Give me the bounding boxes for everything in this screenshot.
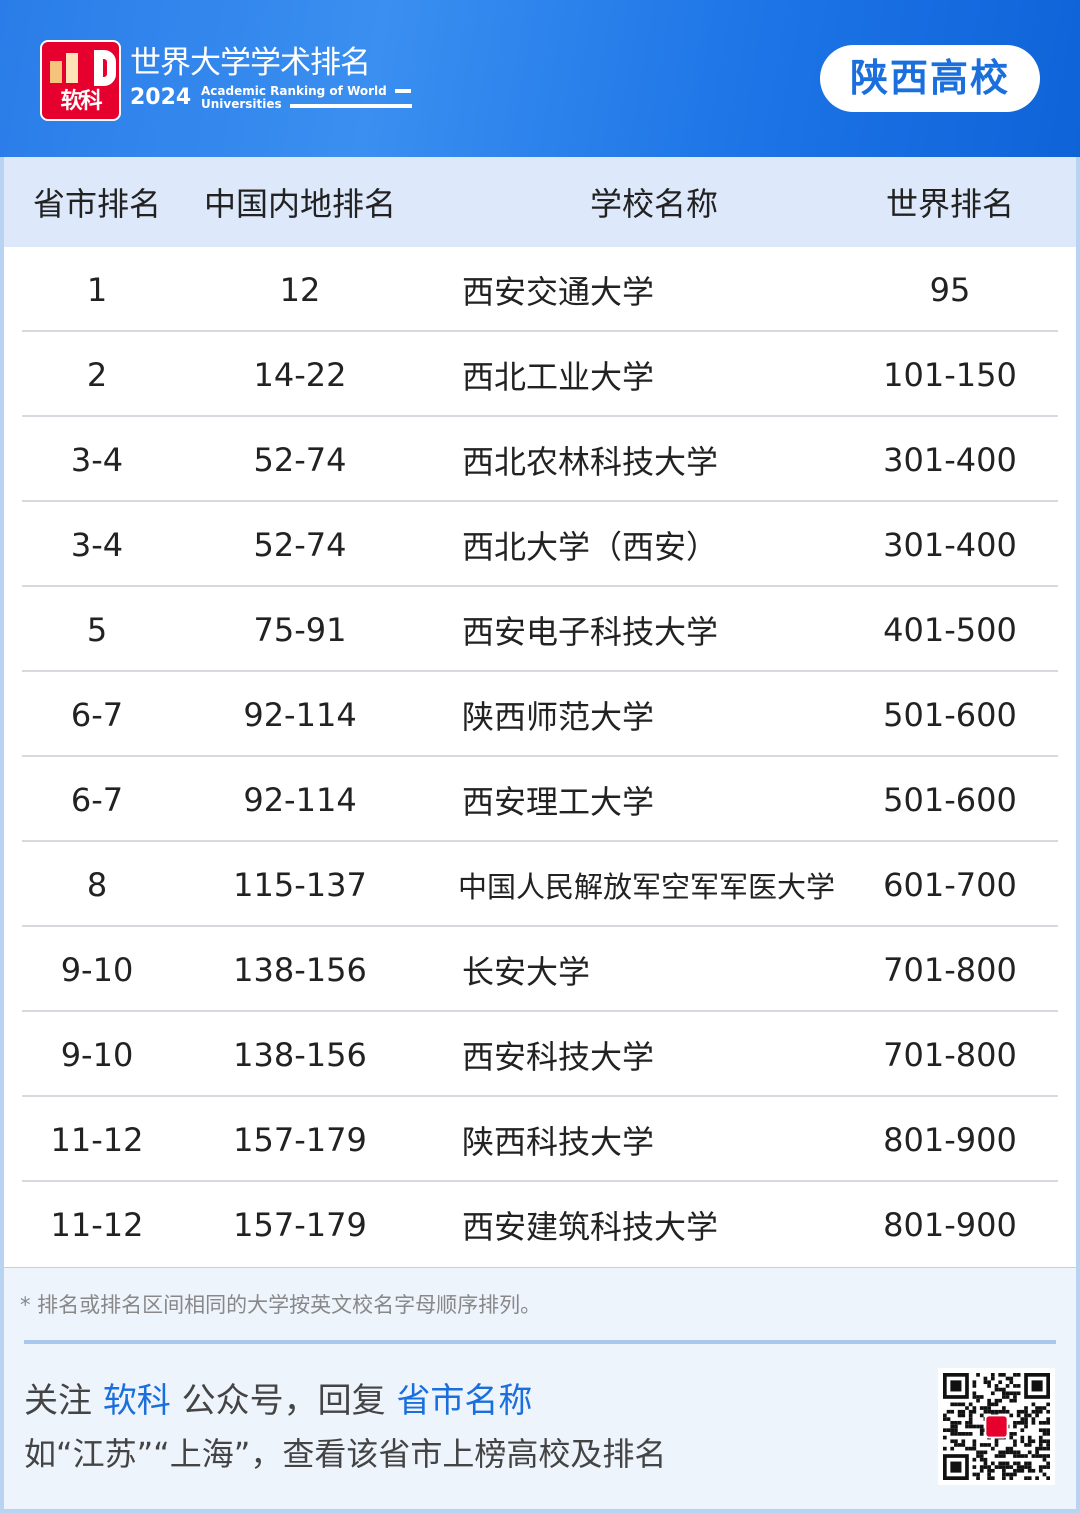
world-rank: 95: [929, 270, 971, 309]
university-name: 陕西科技大学: [462, 1122, 655, 1161]
mainland-rank: 92-114: [243, 695, 357, 734]
column-header: 中国内地排名: [203, 185, 396, 223]
mainland-rank: 157-179: [233, 1205, 367, 1244]
mainland-rank: 75-91: [253, 610, 347, 649]
university-name: 西北工业大学: [462, 357, 655, 396]
table-row: 2 14-22 西北工业大学 101-150: [4, 332, 1076, 417]
province-rank: 6-7: [70, 695, 124, 734]
province-rank: 2: [86, 355, 108, 394]
brand-name: 软科: [102, 1381, 171, 1421]
logo-text: 软科: [60, 89, 102, 114]
instruction-text: 如“江苏”“上海”，查看该省市上榜高校及排名: [24, 1435, 667, 1473]
subtitle-line: Universities: [201, 97, 282, 111]
decor-line: [290, 104, 412, 108]
province-rank: 11-12: [50, 1205, 144, 1244]
province-rank: 9-10: [60, 950, 134, 989]
university-name: 西北大学（西安）: [462, 527, 719, 566]
logo-bar: [50, 61, 62, 83]
table-header: 省市排名 中国内地排名 学校名称 世界排名: [4, 157, 1076, 247]
logo-r: [94, 50, 116, 86]
province-rank: 3-4: [70, 525, 124, 564]
university-name: 西安科技大学: [462, 1037, 655, 1076]
world-rank: 101-150: [883, 355, 1017, 394]
follow-text: 关注 软科 公众号，回复 省市名称: [24, 1380, 532, 1422]
keyword: 省市名称: [396, 1381, 533, 1421]
province-rank: 11-12: [50, 1120, 144, 1159]
ranking-title: 世界大学学术排名: [130, 45, 371, 81]
world-rank: 501-600: [883, 695, 1017, 734]
world-rank: 801-900: [883, 1120, 1017, 1159]
shanghairanking-logo: 软科: [40, 40, 121, 121]
mainland-rank: 52-74: [253, 525, 347, 564]
decor-line: [395, 89, 411, 93]
province-rank: 9-10: [60, 1035, 134, 1074]
mainland-rank: 157-179: [233, 1120, 367, 1159]
subtitle-line: Academic Ranking of World: [201, 84, 387, 98]
mainland-rank: 115-137: [233, 865, 367, 904]
province-rank: 1: [86, 270, 108, 309]
province-rank: 5: [86, 610, 108, 649]
ranking-subtitle: Academic Ranking of World Universities: [201, 85, 387, 111]
world-rank: 601-700: [883, 865, 1017, 904]
mainland-rank: 14-22: [253, 355, 347, 394]
mainland-rank: 138-156: [233, 1035, 367, 1074]
mainland-rank: 92-114: [243, 780, 357, 819]
world-rank: 701-800: [883, 950, 1017, 989]
mainland-rank: 138-156: [233, 950, 367, 989]
university-name: 西安电子科技大学: [462, 612, 719, 651]
mainland-rank: 52-74: [253, 440, 347, 479]
table-row: 6-7 92-114 陕西师范大学 501-600: [4, 672, 1076, 757]
mainland-rank: 12: [279, 270, 321, 309]
table-row: 11-12 157-179 陕西科技大学 801-900: [4, 1097, 1076, 1182]
table-row: 6-7 92-114 西安理工大学 501-600: [4, 757, 1076, 842]
table-row: 8 115-137 中国人民解放军空军军医大学 601-700: [4, 842, 1076, 927]
university-name: 西北农林科技大学: [462, 442, 719, 481]
column-header: 世界排名: [885, 185, 1014, 223]
text: 关注: [24, 1381, 103, 1421]
table-row: 3-4 52-74 西北大学（西安） 301-400: [4, 502, 1076, 587]
column-header: 省市排名: [32, 185, 161, 223]
university-name: 西安交通大学: [462, 272, 655, 311]
university-name: 西安建筑科技大学: [462, 1207, 719, 1246]
university-name: 西安理工大学: [462, 782, 655, 821]
world-rank: 701-800: [883, 1035, 1017, 1074]
table-row: 11-12 157-179 西安建筑科技大学 801-900: [4, 1182, 1076, 1267]
province-rank: 6-7: [70, 780, 124, 819]
ranking-table: 省市排名 中国内地排名 学校名称 世界排名 1 12 西安交通大学 95 2 14-22 西…: [4, 157, 1076, 1267]
world-rank: 501-600: [883, 780, 1017, 819]
header-banner: 软科 世界大学学术排名 2024 Academic Ranking of Wor…: [0, 0, 1080, 157]
ranking-year: 2024: [130, 85, 192, 110]
table-row: 9-10 138-156 西安科技大学 701-800: [4, 1012, 1076, 1097]
university-name: 长安大学: [462, 952, 591, 991]
table-row: 9-10 138-156 长安大学 701-800: [4, 927, 1076, 1012]
footer: * 排名或排名区间相同的大学按英文校名字母顺序排列。 关注 软科 公众号，回复 …: [4, 1268, 1076, 1509]
divider: [24, 1340, 1056, 1344]
column-header: 学校名称: [589, 185, 718, 223]
world-rank: 301-400: [883, 525, 1017, 564]
province-rank: 8: [86, 865, 108, 904]
province-badge: 陕西高校: [820, 45, 1040, 112]
province-rank: 3-4: [70, 440, 124, 479]
university-name: 陕西师范大学: [462, 697, 655, 736]
table-row: 5 75-91 西安电子科技大学 401-500: [4, 587, 1076, 672]
qr-code-icon: [938, 1368, 1055, 1485]
table-row: 3-4 52-74 西北农林科技大学 301-400: [4, 417, 1076, 502]
world-rank: 801-900: [883, 1205, 1017, 1244]
university-name: 中国人民解放军空军军医大学: [458, 869, 836, 904]
table-row: 1 12 西安交通大学 95: [4, 247, 1076, 332]
text: 公众号，回复: [170, 1381, 397, 1421]
footnote: * 排名或排名区间相同的大学按英文校名字母顺序排列。: [20, 1293, 542, 1317]
world-rank: 401-500: [883, 610, 1017, 649]
world-rank: 301-400: [883, 440, 1017, 479]
logo-bar: [66, 53, 78, 83]
